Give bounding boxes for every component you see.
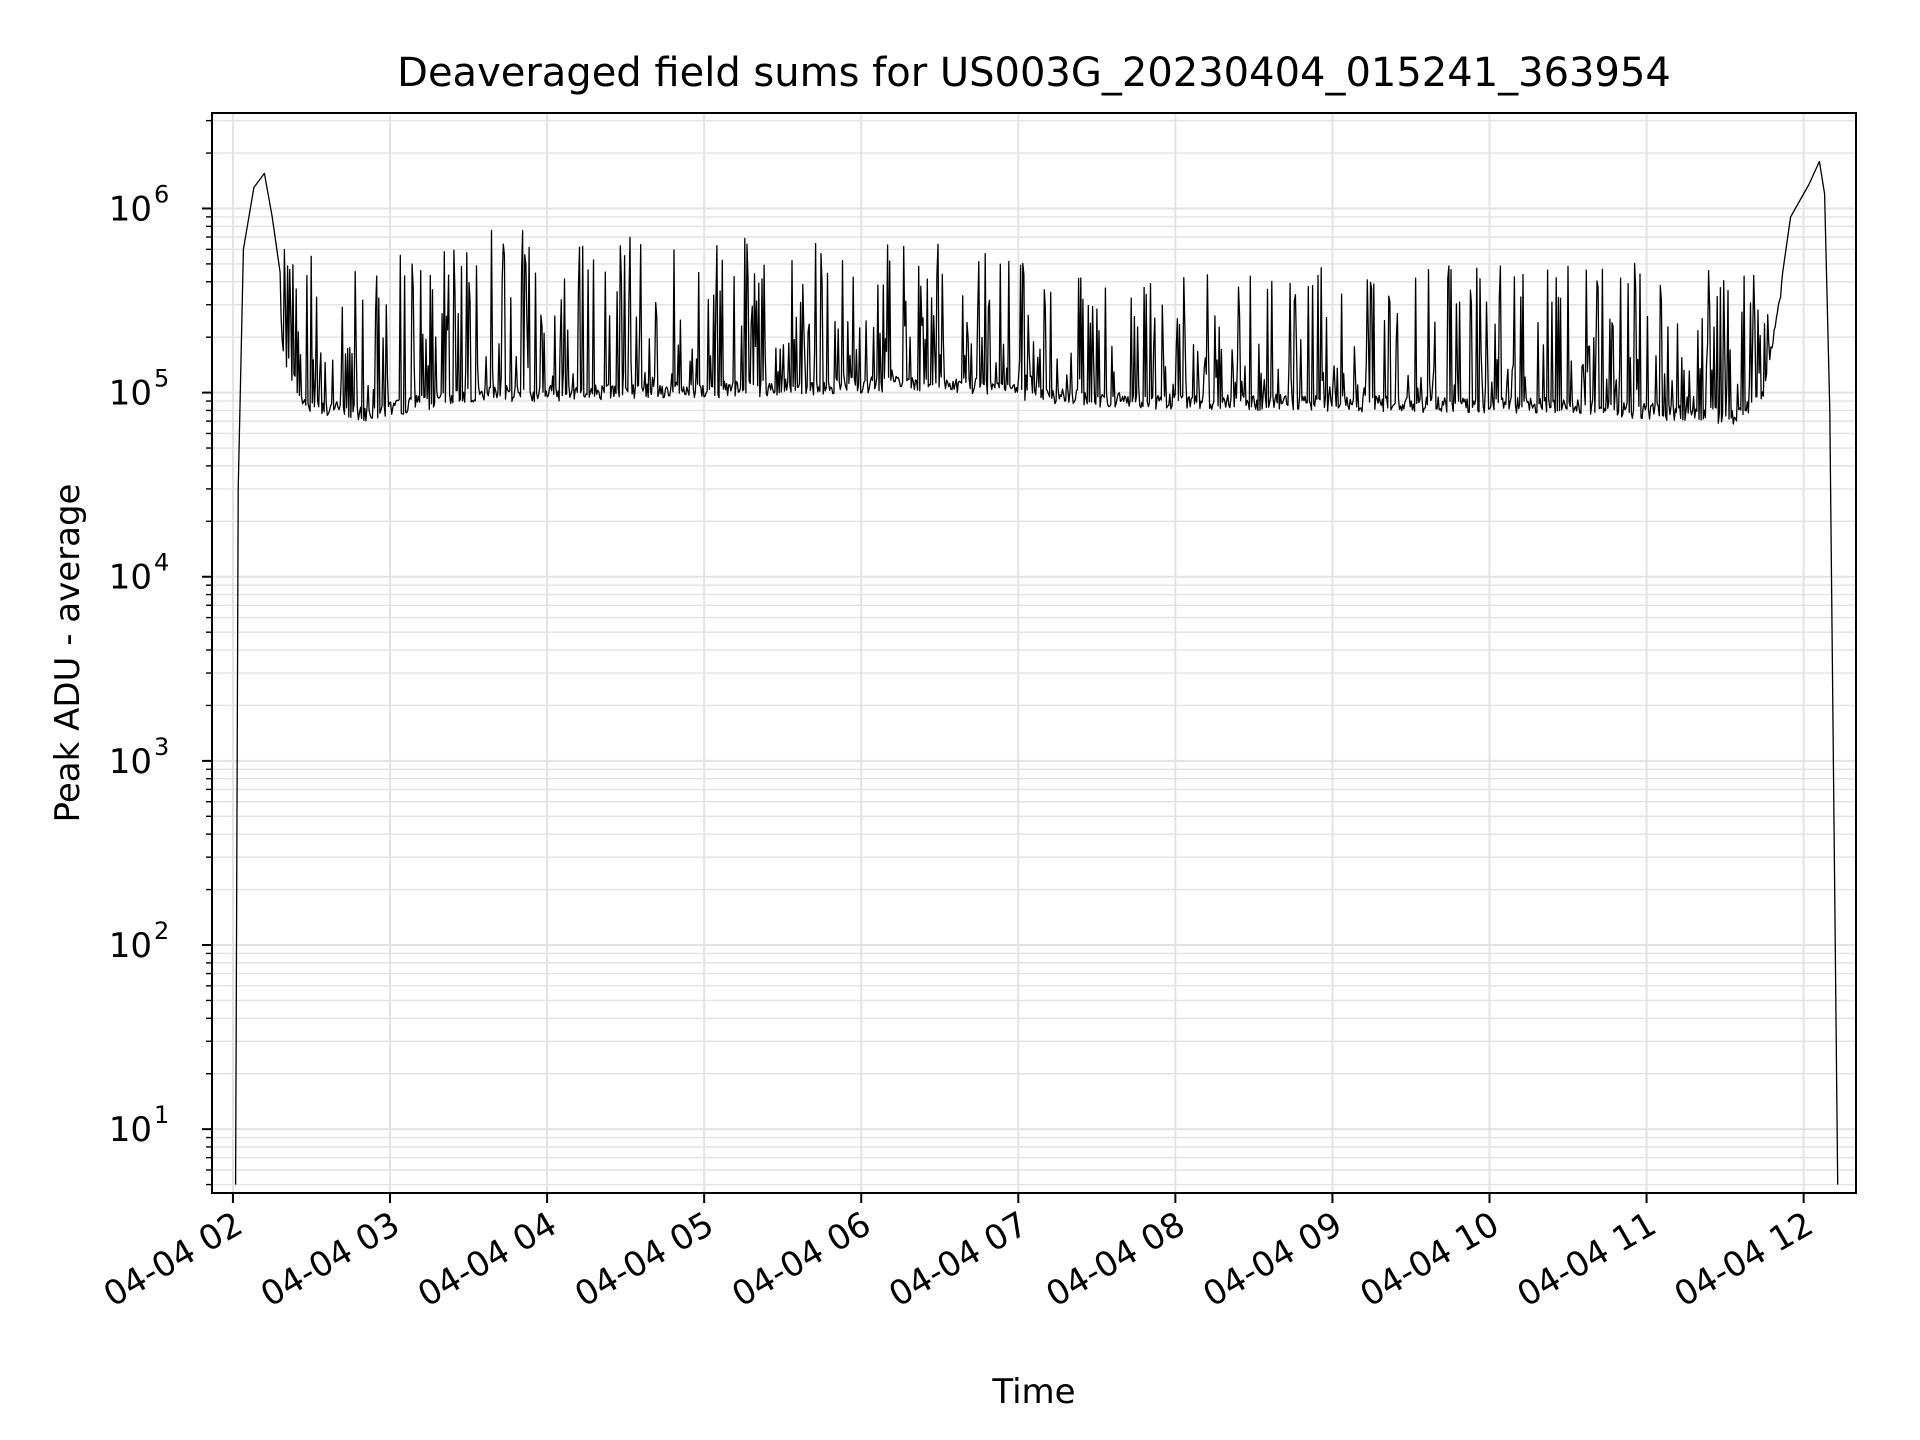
y-tick-exponent: 4: [154, 549, 169, 577]
y-tick-label: 10: [109, 189, 152, 229]
y-axis-label: Peak ADU - average: [48, 484, 88, 823]
y-tick-exponent: 2: [154, 917, 169, 945]
y-tick-label: 10: [109, 374, 152, 414]
x-axis-label: Time: [991, 1372, 1075, 1412]
y-tick-exponent: 6: [154, 180, 169, 208]
y-tick-exponent: 3: [154, 733, 169, 761]
y-tick-exponent: 5: [154, 365, 169, 393]
y-tick-label: 10: [109, 558, 152, 598]
grid-minor: [212, 119, 1856, 1186]
y-tick-exponent: 1: [154, 1101, 169, 1129]
series-line: [234, 160, 1839, 1185]
y-tick-label: 10: [109, 742, 152, 782]
series-layer: [234, 160, 1839, 1185]
y-tick-label: 10: [109, 926, 152, 966]
y-tick-label: 10: [109, 1110, 152, 1150]
grid-major: [212, 113, 1856, 1193]
plot-frame: [211, 112, 1857, 1194]
chart-title: Deaveraged field sums for US003G_2023040…: [397, 50, 1671, 96]
